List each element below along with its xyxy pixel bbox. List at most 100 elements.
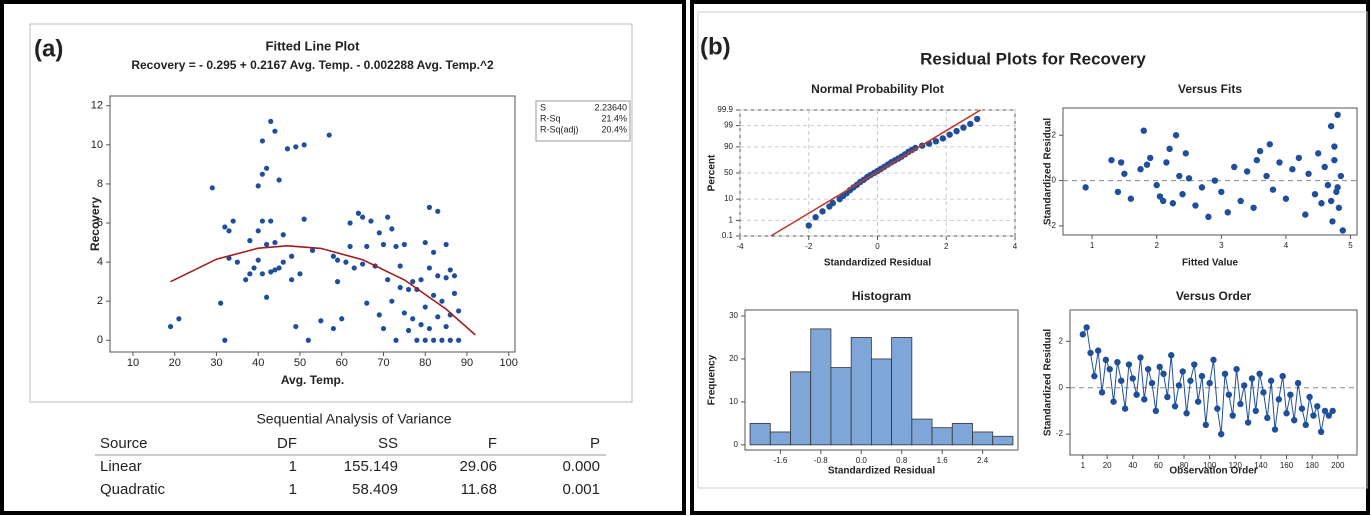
x-axis-label: Fitted Value: [1182, 258, 1239, 269]
panel-label: (b): [700, 33, 731, 60]
point: [1224, 209, 1231, 216]
x-tick-label: 60: [1154, 461, 1163, 470]
point: [263, 241, 270, 248]
point: [1211, 177, 1219, 184]
point: [255, 257, 261, 263]
chart-title: Histogram: [852, 289, 911, 303]
x-tick-label: 1: [1090, 241, 1095, 250]
x-tick-label: -4: [736, 242, 744, 251]
chart-title: Fitted Line Plot: [266, 38, 361, 53]
point: [1243, 168, 1251, 175]
point: [1172, 132, 1180, 139]
point: [1253, 156, 1261, 164]
point: [1091, 372, 1098, 380]
point: [1287, 391, 1294, 398]
x-tick-label: -0.8: [814, 456, 828, 465]
point: [1192, 202, 1199, 209]
point: [1325, 412, 1333, 419]
stats-box: [535, 100, 631, 142]
point: [326, 132, 332, 138]
point: [1110, 398, 1117, 405]
y-tick-label: 2: [1052, 130, 1057, 139]
point: [259, 271, 265, 277]
y-tick-label: 99.9: [717, 105, 733, 114]
point: [347, 243, 353, 250]
point: [1321, 163, 1328, 171]
point: [1271, 426, 1279, 433]
table-header: SS: [378, 435, 398, 452]
point: [330, 325, 336, 332]
point: [263, 294, 270, 300]
point: [334, 257, 341, 263]
point: [1263, 172, 1270, 180]
point: [1256, 147, 1264, 155]
point: [1143, 161, 1151, 168]
point: [451, 273, 458, 279]
point: [1335, 204, 1343, 211]
stat-value: 21.4%: [601, 113, 627, 123]
point: [422, 239, 428, 246]
point: [280, 259, 286, 265]
x-tick-label: 180: [1305, 461, 1319, 470]
y-tick-label: 90: [724, 142, 733, 151]
line: [1082, 325, 1334, 435]
point: [1275, 396, 1283, 403]
point: [259, 218, 265, 224]
point: [1291, 417, 1298, 424]
y-tick-label: 6: [97, 217, 103, 229]
point: [385, 214, 391, 220]
point: [410, 279, 416, 285]
point: [376, 230, 382, 236]
point: [430, 292, 437, 298]
stat-label: R-Sq: [540, 113, 561, 123]
table-header: Source: [100, 435, 148, 452]
panel-a-inner: [29, 23, 633, 403]
point: [167, 323, 174, 330]
x-tick-label: 1: [1081, 461, 1086, 470]
point: [932, 138, 940, 145]
point: [272, 128, 278, 134]
x-tick-label: 20: [1103, 461, 1112, 470]
point: [268, 218, 274, 224]
point: [1324, 181, 1332, 189]
point: [272, 239, 278, 246]
point: [393, 243, 399, 250]
point: [405, 327, 412, 334]
table-cell: 155.149: [344, 458, 398, 475]
point: [347, 220, 353, 226]
point: [1289, 166, 1296, 173]
point: [1118, 377, 1125, 384]
panel-label: (a): [34, 35, 63, 62]
point: [243, 277, 249, 283]
point: [1176, 172, 1183, 180]
point: [426, 325, 433, 332]
y-tick-label: 30: [729, 311, 738, 320]
point: [376, 312, 382, 318]
y-tick-label: 10: [91, 139, 103, 151]
table-header: F: [488, 435, 497, 452]
histogram-bar: [931, 427, 953, 446]
table-cell: 29.06: [459, 458, 497, 475]
point: [1317, 428, 1325, 435]
point: [1279, 372, 1286, 380]
point: [1137, 166, 1144, 173]
point: [418, 322, 424, 328]
x-tick-label: 2: [944, 242, 949, 251]
y-tick-label: 0: [734, 440, 739, 449]
x-tick-label: 140: [1254, 461, 1268, 470]
point: [1153, 181, 1160, 189]
point: [255, 183, 261, 189]
point: [1137, 354, 1144, 361]
point: [405, 286, 412, 293]
point: [946, 131, 953, 138]
stat-label: S: [540, 102, 546, 112]
y-axis-label: Standardized Residual: [1043, 118, 1054, 225]
point: [1198, 184, 1206, 191]
point: [430, 337, 437, 343]
histogram-bar: [830, 367, 852, 446]
y-tick-label: 2: [97, 295, 103, 307]
point: [268, 269, 274, 275]
point: [339, 316, 345, 322]
point: [1315, 150, 1322, 157]
point: [1231, 163, 1238, 171]
